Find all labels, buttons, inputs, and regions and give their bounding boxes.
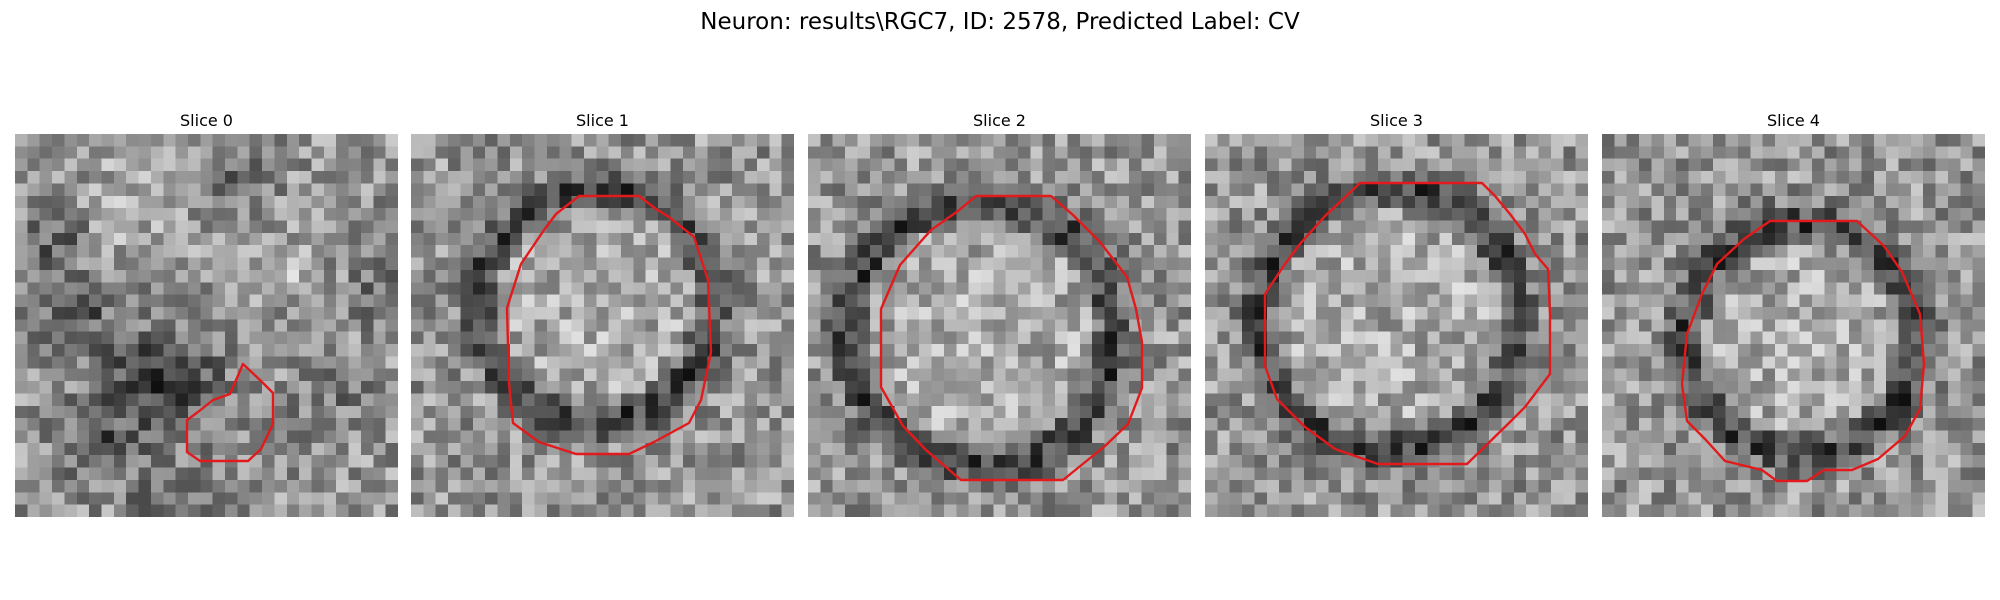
slice-panel-0: Slice 0 (15, 108, 398, 517)
slice-image-0 (15, 134, 398, 517)
slice-image-4 (1602, 134, 1985, 517)
slice-panel-3: Slice 3 (1205, 108, 1588, 517)
slice-title-1: Slice 1 (576, 111, 629, 130)
slice-panel-2: Slice 2 (808, 108, 1191, 517)
slice-panel-4: Slice 4 (1602, 108, 1985, 517)
slice-image-2 (808, 134, 1191, 517)
slice-title-2: Slice 2 (973, 111, 1026, 130)
slice-image-1 (411, 134, 794, 517)
slice-title-3: Slice 3 (1370, 111, 1423, 130)
slice-title-0: Slice 0 (180, 111, 233, 130)
slice-image-3 (1205, 134, 1588, 517)
slice-panel-1: Slice 1 (411, 108, 794, 517)
slice-title-4: Slice 4 (1767, 111, 1820, 130)
figure-title: Neuron: results\RGC7, ID: 2578, Predicte… (700, 9, 1300, 35)
